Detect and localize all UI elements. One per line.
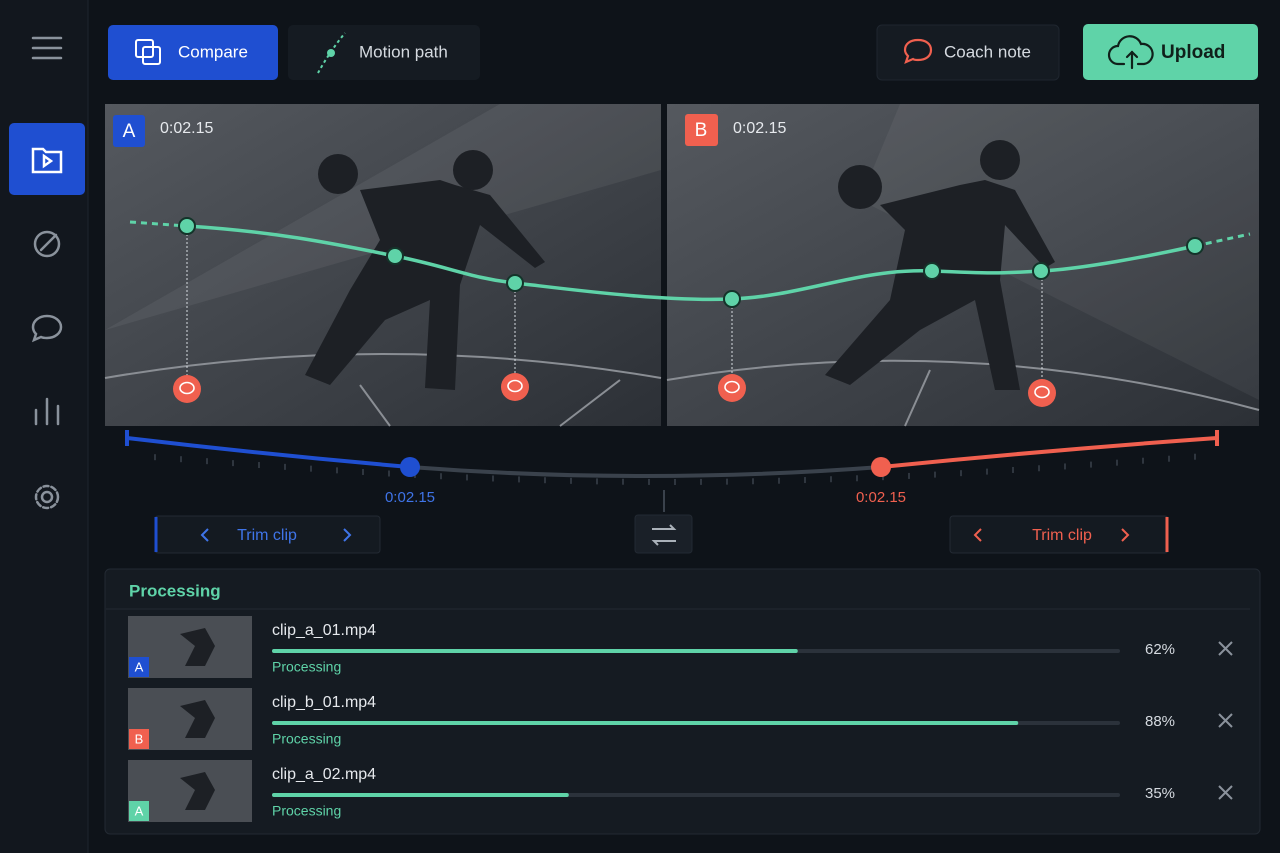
file-status: Processing xyxy=(272,659,341,675)
thumbnail-badge xyxy=(129,801,149,821)
playhead-time: 0:02.15 xyxy=(385,489,435,506)
stats-icon[interactable] xyxy=(34,397,60,426)
trim-label: Trim clip xyxy=(237,527,297,544)
light-beam xyxy=(860,104,1259,400)
playhead-time: 0:02.15 xyxy=(856,489,906,506)
video-icon xyxy=(31,147,63,174)
video-badge-a xyxy=(113,115,145,147)
upload-button[interactable] xyxy=(1083,24,1258,80)
thumbnail-silhouette xyxy=(180,772,215,810)
trim-label: Trim clip xyxy=(1032,527,1092,544)
athlete-silhouette xyxy=(825,140,1055,390)
motion-path xyxy=(129,217,1251,407)
video-b xyxy=(666,104,1260,427)
thumbnail-badge xyxy=(129,729,149,749)
thumbnail-badge-label: A xyxy=(135,659,144,674)
progress-bar xyxy=(272,793,569,797)
swap-button[interactable] xyxy=(634,514,693,554)
progress-bar xyxy=(272,649,798,653)
playhead-b[interactable] xyxy=(871,457,891,477)
thumbnail-silhouette xyxy=(180,700,215,738)
progress-bar xyxy=(272,721,1019,725)
note-pins[interactable] xyxy=(173,373,1056,407)
menu-icon[interactable] xyxy=(31,36,63,60)
playhead-a[interactable] xyxy=(400,457,420,477)
timeline xyxy=(125,430,1219,512)
thumbnail-badge-label: A xyxy=(135,803,144,818)
coach-note-label: Coach note xyxy=(944,42,1031,61)
court-line xyxy=(666,359,1260,411)
cancel-button[interactable] xyxy=(1218,713,1233,728)
video-time: 0:02.15 xyxy=(160,120,213,137)
settings-icon[interactable] xyxy=(34,484,60,510)
progress-label: 88% xyxy=(1145,713,1175,730)
coach-note-button[interactable] xyxy=(876,24,1060,81)
coach-note-icon xyxy=(903,38,933,64)
processing-panel xyxy=(104,568,1261,835)
processing-title: Processing xyxy=(129,581,221,600)
file-name: clip_a_02.mp4 xyxy=(272,766,376,783)
court-line xyxy=(104,353,662,379)
file-name: clip_a_01.mp4 xyxy=(272,622,376,639)
motion-path-label: Motion path xyxy=(359,42,448,61)
court-line xyxy=(904,369,931,427)
compare-icon xyxy=(135,39,161,65)
court-line xyxy=(359,379,621,427)
compare-button[interactable] xyxy=(108,25,278,80)
file-status: Processing xyxy=(272,731,341,747)
video-badge-label: A xyxy=(123,121,136,142)
video-a xyxy=(104,104,662,427)
analysis-icon[interactable] xyxy=(33,230,61,258)
swap-icon xyxy=(651,524,677,546)
video-time: 0:02.15 xyxy=(733,120,786,137)
motion-path-button[interactable] xyxy=(288,25,480,80)
trim-arrows[interactable] xyxy=(973,528,1130,542)
comments-icon[interactable] xyxy=(31,314,63,343)
upload-icon xyxy=(1107,35,1154,70)
video-badge-label: B xyxy=(695,120,708,141)
athlete-silhouette xyxy=(305,150,545,390)
compare-label: Compare xyxy=(178,42,248,61)
trim-arrows[interactable] xyxy=(200,528,352,542)
progress-label: 35% xyxy=(1145,785,1175,802)
upload-label: Upload xyxy=(1161,42,1225,63)
file-name: clip_b_01.mp4 xyxy=(272,694,376,711)
thumbnail-badge-label: B xyxy=(135,731,144,746)
thumbnail-badge xyxy=(129,657,149,677)
sidebar-icons xyxy=(9,36,85,510)
cancel-button[interactable] xyxy=(1218,785,1233,800)
motion-path-icon xyxy=(317,32,346,74)
video-badge-b xyxy=(685,114,718,146)
cancel-button[interactable] xyxy=(1218,641,1233,656)
progress-label: 62% xyxy=(1145,641,1175,658)
file-status: Processing xyxy=(272,803,341,819)
thumbnail-silhouette xyxy=(180,628,215,666)
